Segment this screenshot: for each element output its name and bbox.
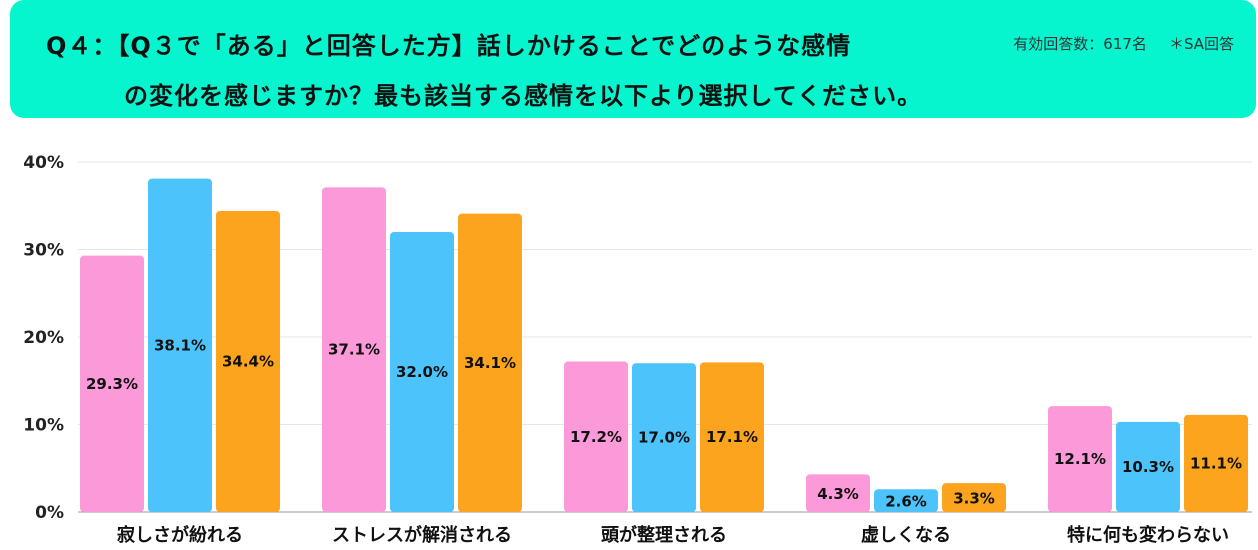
- bar: [806, 474, 870, 512]
- bar: [148, 178, 212, 512]
- question-title-line2: の変化を感じますか？最も該当する感情を以下より選択してください。: [124, 82, 923, 110]
- category-label: 虚しくなる: [861, 524, 951, 546]
- bar-value-label: 2.6%: [885, 493, 927, 511]
- bar-value-label: 17.2%: [570, 428, 622, 446]
- respondent-count: 有効回答数：617名: [1013, 35, 1147, 53]
- bar: [700, 362, 764, 512]
- bar-value-label: 38.1%: [154, 336, 206, 354]
- category-label: ストレスが解消される: [332, 524, 512, 546]
- bar: [632, 363, 696, 512]
- bar: [216, 211, 280, 512]
- bar-value-label: 10.3%: [1122, 458, 1174, 476]
- bar: [874, 489, 938, 512]
- bar: [322, 187, 386, 512]
- answer-type: ＊SA回答: [1168, 35, 1234, 53]
- bar-value-label: 32.0%: [396, 363, 448, 381]
- bar-value-label: 29.3%: [86, 375, 138, 393]
- bar: [1116, 421, 1180, 512]
- bar: [1184, 414, 1248, 512]
- bar: [390, 232, 454, 512]
- bar: [80, 255, 144, 512]
- bar: [458, 213, 522, 512]
- question-header: [10, 0, 1256, 118]
- category-label: 特に何も変わらない: [1067, 524, 1229, 546]
- bar: [564, 361, 628, 512]
- category-label: 寂しさが紛れる: [117, 524, 243, 546]
- bar-value-label: 17.1%: [706, 428, 758, 446]
- survey-meta: 有効回答数：617名 ＊SA回答: [1013, 33, 1234, 54]
- question-title-line1: Q４：【Q３で「ある」と回答した方】話しかけることでどのような感情: [46, 32, 852, 60]
- category-label: 頭が整理される: [601, 524, 727, 546]
- bar-value-label: 34.1%: [464, 354, 516, 372]
- y-tick-label: 0%: [35, 503, 64, 523]
- bar: [942, 483, 1006, 512]
- bar: [1048, 406, 1112, 512]
- y-tick-label: 40%: [23, 153, 64, 173]
- y-tick-label: 20%: [23, 328, 64, 348]
- bar-value-label: 3.3%: [953, 490, 995, 508]
- bar-value-label: 11.1%: [1190, 454, 1242, 472]
- y-tick-label: 10%: [23, 416, 64, 436]
- bar-value-label: 34.4%: [222, 353, 274, 371]
- y-tick-label: 30%: [23, 241, 64, 261]
- bar-value-label: 4.3%: [817, 485, 859, 503]
- bar-value-label: 12.1%: [1054, 450, 1106, 468]
- bar-value-label: 37.1%: [328, 341, 380, 359]
- bar-value-label: 17.0%: [638, 429, 690, 447]
